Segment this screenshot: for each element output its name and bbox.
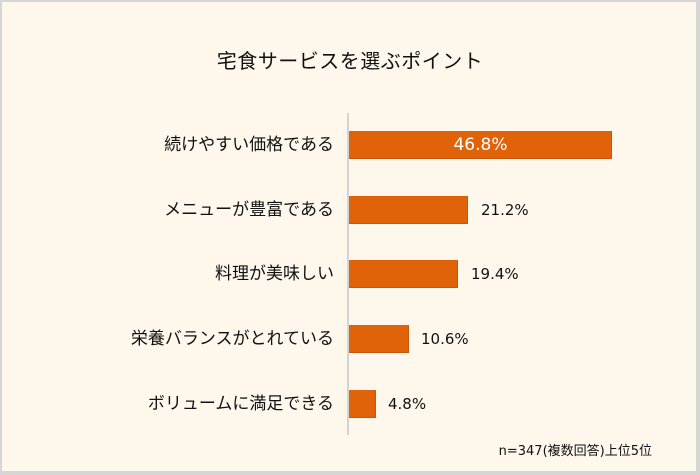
value-label: 19.4%	[471, 265, 519, 283]
category-label: メニューが豊富である	[164, 200, 334, 220]
bar-row: メニューが豊富である 21.2%	[0, 196, 700, 224]
category-label: 続けやすい価格である	[164, 135, 334, 155]
category-label: ボリュームに満足できる	[147, 394, 334, 414]
bar-row: 料理が美味しい 19.4%	[0, 260, 700, 288]
bar: 46.8%	[349, 131, 612, 159]
bar	[349, 390, 376, 418]
sample-note: n=347(複数回答)上位5位	[498, 444, 652, 459]
chart-title: 宅食サービスを選ぶポイント	[216, 49, 484, 73]
bar	[349, 196, 468, 224]
bar	[349, 325, 409, 353]
bar	[349, 260, 458, 288]
category-label: 栄養バランスがとれている	[130, 329, 334, 349]
bar-row: ボリュームに満足できる 4.8%	[0, 390, 700, 418]
bar-row: 栄養バランスがとれている 10.6%	[0, 325, 700, 353]
value-label: 46.8%	[453, 135, 508, 155]
category-label: 料理が美味しい	[215, 264, 334, 284]
y-axis-line	[347, 113, 349, 435]
value-label: 4.8%	[388, 395, 427, 413]
bar-row: 続けやすい価格である 46.8%	[0, 131, 700, 159]
value-label: 10.6%	[421, 330, 469, 348]
value-label: 21.2%	[481, 201, 529, 219]
